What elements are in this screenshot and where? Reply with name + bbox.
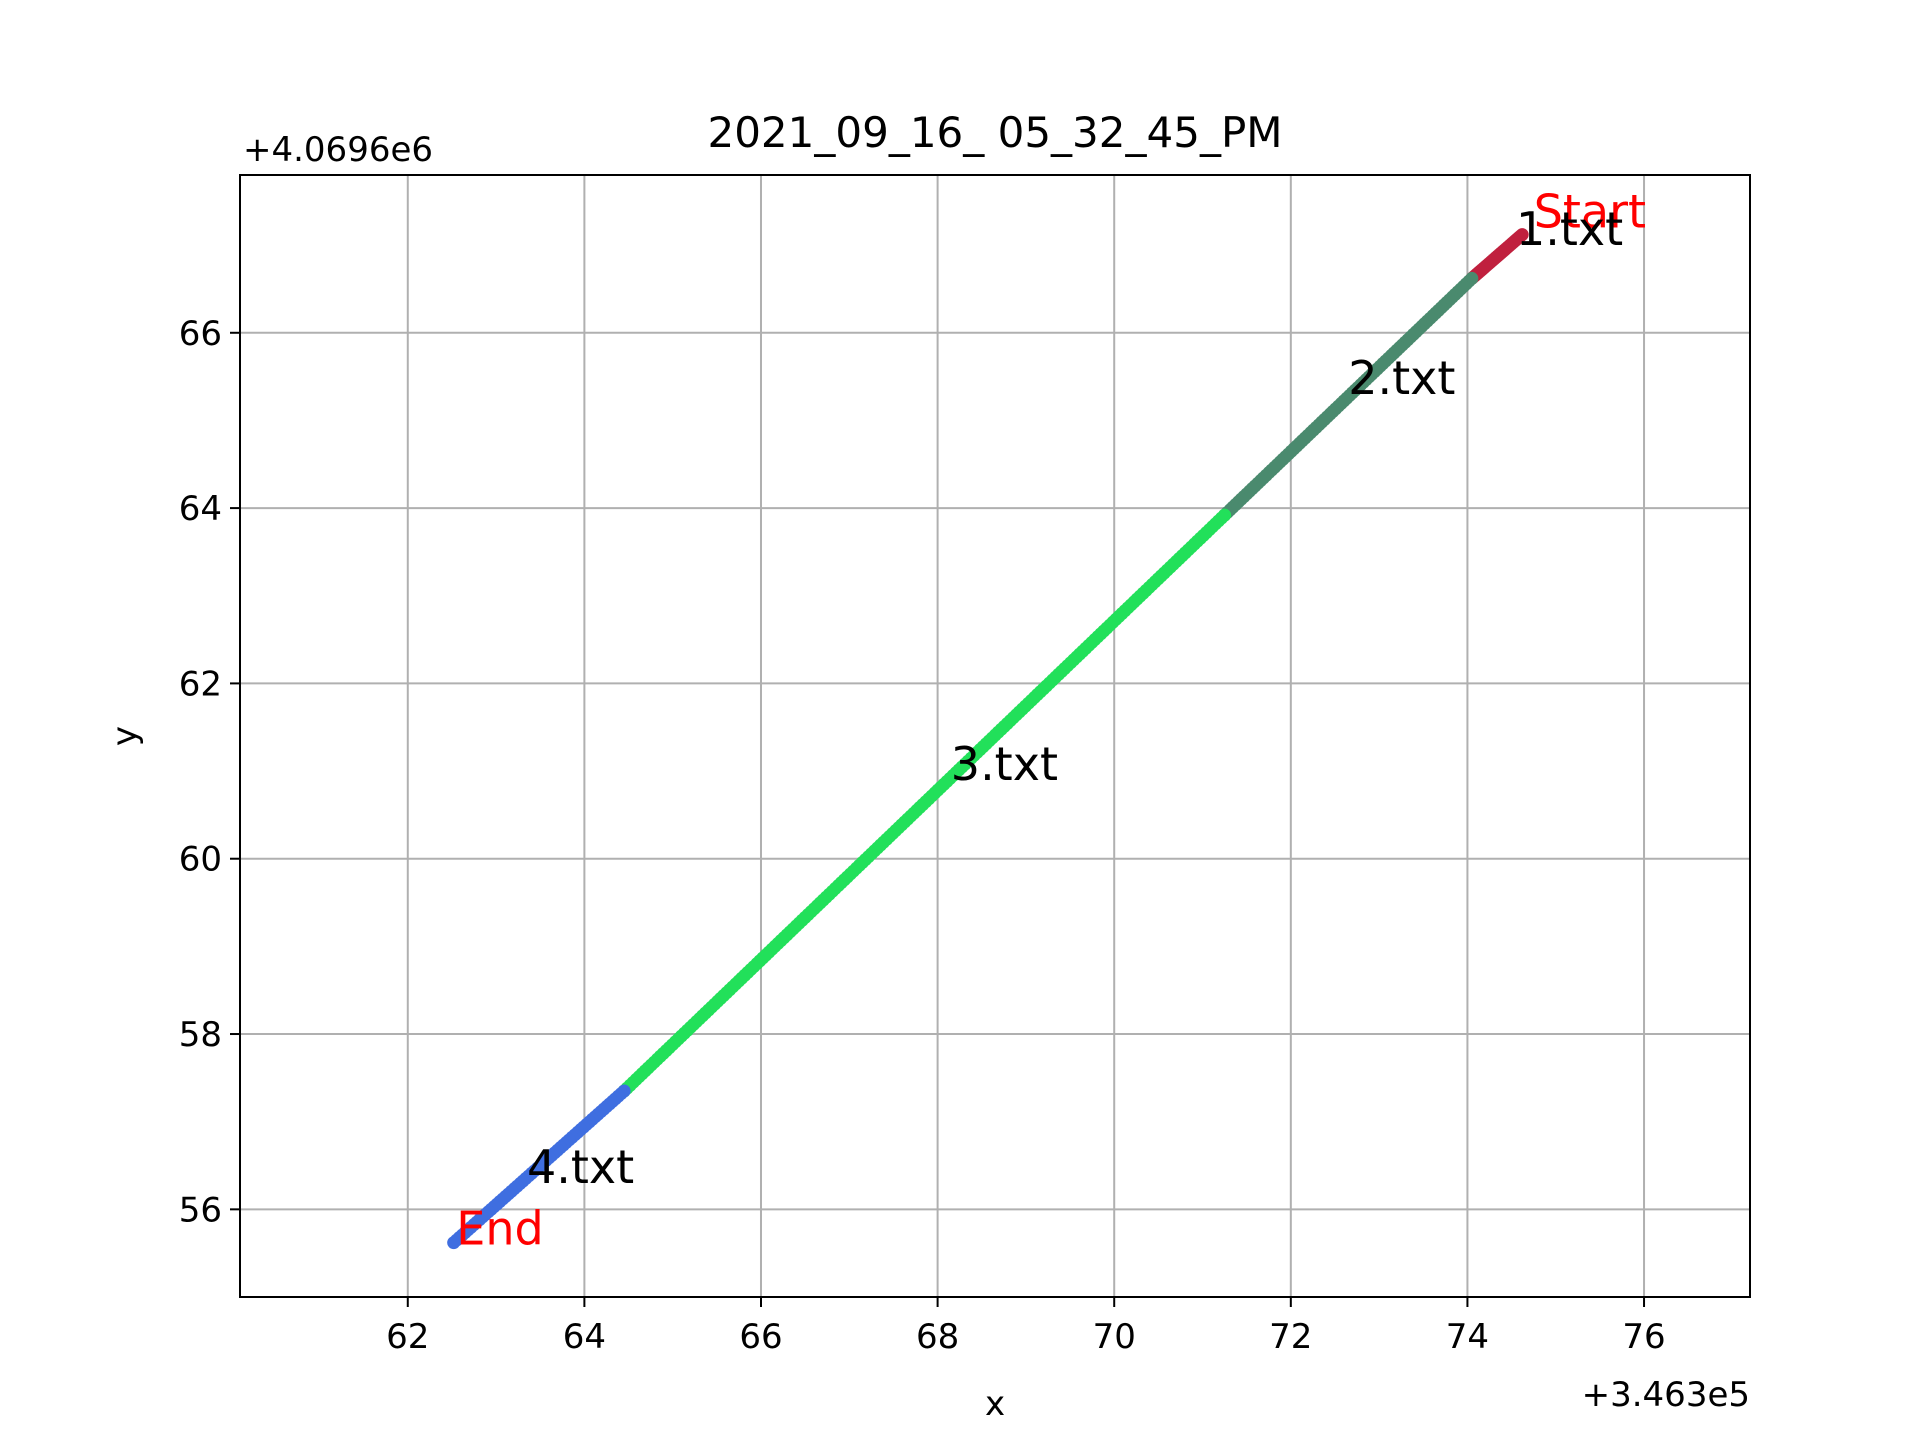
x-offset-label: +3.463e5 [1582,1375,1750,1415]
annotation-2-txt: 2.txt [1348,351,1455,405]
data-point [447,1236,461,1250]
x-tick-label: 64 [563,1317,606,1357]
x-tick-label: 76 [1622,1317,1665,1357]
annotation-end: End [456,1201,543,1255]
annotation-3-txt: 3.txt [951,737,1058,791]
y-tick-label: 58 [179,1015,222,1055]
axis-ticks: 62 64 66 68 70 72 74 76 56 58 60 62 64 66 [179,314,1666,1357]
x-tick-label: 66 [739,1317,782,1357]
series-1-txt [1465,228,1529,285]
annotation-4-txt: 4.txt [527,1140,634,1194]
y-tick-label: 62 [179,664,222,704]
x-tick-label: 74 [1446,1317,1489,1357]
y-tick-label: 66 [179,314,222,354]
y-tick-label: 60 [179,840,222,880]
chart-title: 2021_09_16_ 05_32_45_PM [707,108,1282,157]
trajectory-series [447,228,1529,1250]
y-tick-label: 56 [179,1190,222,1230]
y-axis-label: y [105,726,145,746]
x-tick-label: 68 [916,1317,959,1357]
series-3-txt [617,508,1232,1098]
annotation-1-txt: 1.txt [1516,202,1623,256]
series-2-txt [1218,271,1479,522]
x-tick-label: 70 [1093,1317,1136,1357]
x-axis-label: x [985,1384,1005,1424]
x-tick-label: 72 [1269,1317,1312,1357]
x-tick-label: 62 [386,1317,429,1357]
annotation-start: Start [1534,185,1646,239]
plot-frame [239,174,1751,1298]
y-offset-label: +4.0696e6 [243,130,433,170]
series-4-txt [447,1084,631,1250]
y-tick-label: 64 [179,489,222,529]
